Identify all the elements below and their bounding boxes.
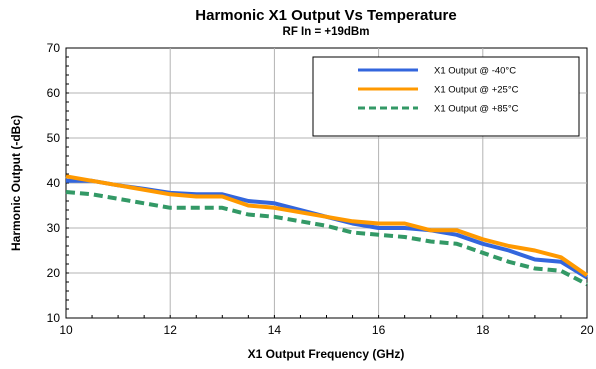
legend-label-3: X1 Output @ +85°C — [434, 104, 519, 115]
x-axis-label: X1 Output Frequency (GHz) — [248, 347, 405, 361]
legend-label-2: X1 Output @ +25°C — [434, 85, 519, 96]
legend: X1 Output @ -40°C X1 Output @ +25°C X1 Out… — [312, 56, 580, 137]
y-tick-label: 60 — [47, 86, 61, 100]
x-tick-label: 10 — [59, 323, 73, 337]
y-tick-labels: 10 20 30 40 50 60 70 — [47, 41, 61, 325]
series-line-3 — [65, 190, 588, 287]
y-tick-label: 40 — [47, 176, 61, 190]
legend-label-1: X1 Output @ -40°C — [434, 66, 516, 77]
legend-items: X1 Output @ -40°C X1 Output @ +25°C X1 Out… — [358, 66, 519, 115]
series-layer — [65, 174, 589, 287]
y-tick-label: 20 — [47, 266, 61, 280]
x-tick-label: 14 — [268, 323, 282, 337]
y-tick-label: 10 — [47, 311, 61, 325]
legend-box — [312, 56, 580, 137]
chart-title: Harmonic X1 Output Vs Temperature — [195, 7, 456, 24]
x-tick-label: 12 — [164, 323, 178, 337]
y-axis-label: Harmonic Output (-dBc) — [9, 115, 23, 251]
x-tick-labels: 10 12 14 16 18 20 — [59, 323, 594, 337]
chart-subtitle: RF In = +19dBm — [283, 26, 370, 38]
x-tick-label: 18 — [476, 323, 490, 337]
y-tick-label: 70 — [47, 41, 61, 55]
y-tick-label: 50 — [47, 131, 61, 145]
x-tick-label: 16 — [372, 323, 386, 337]
series-line-2 — [65, 174, 589, 277]
minor-ticks — [65, 47, 588, 319]
x-tick-label: 20 — [580, 323, 594, 337]
y-tick-label: 30 — [47, 221, 61, 235]
